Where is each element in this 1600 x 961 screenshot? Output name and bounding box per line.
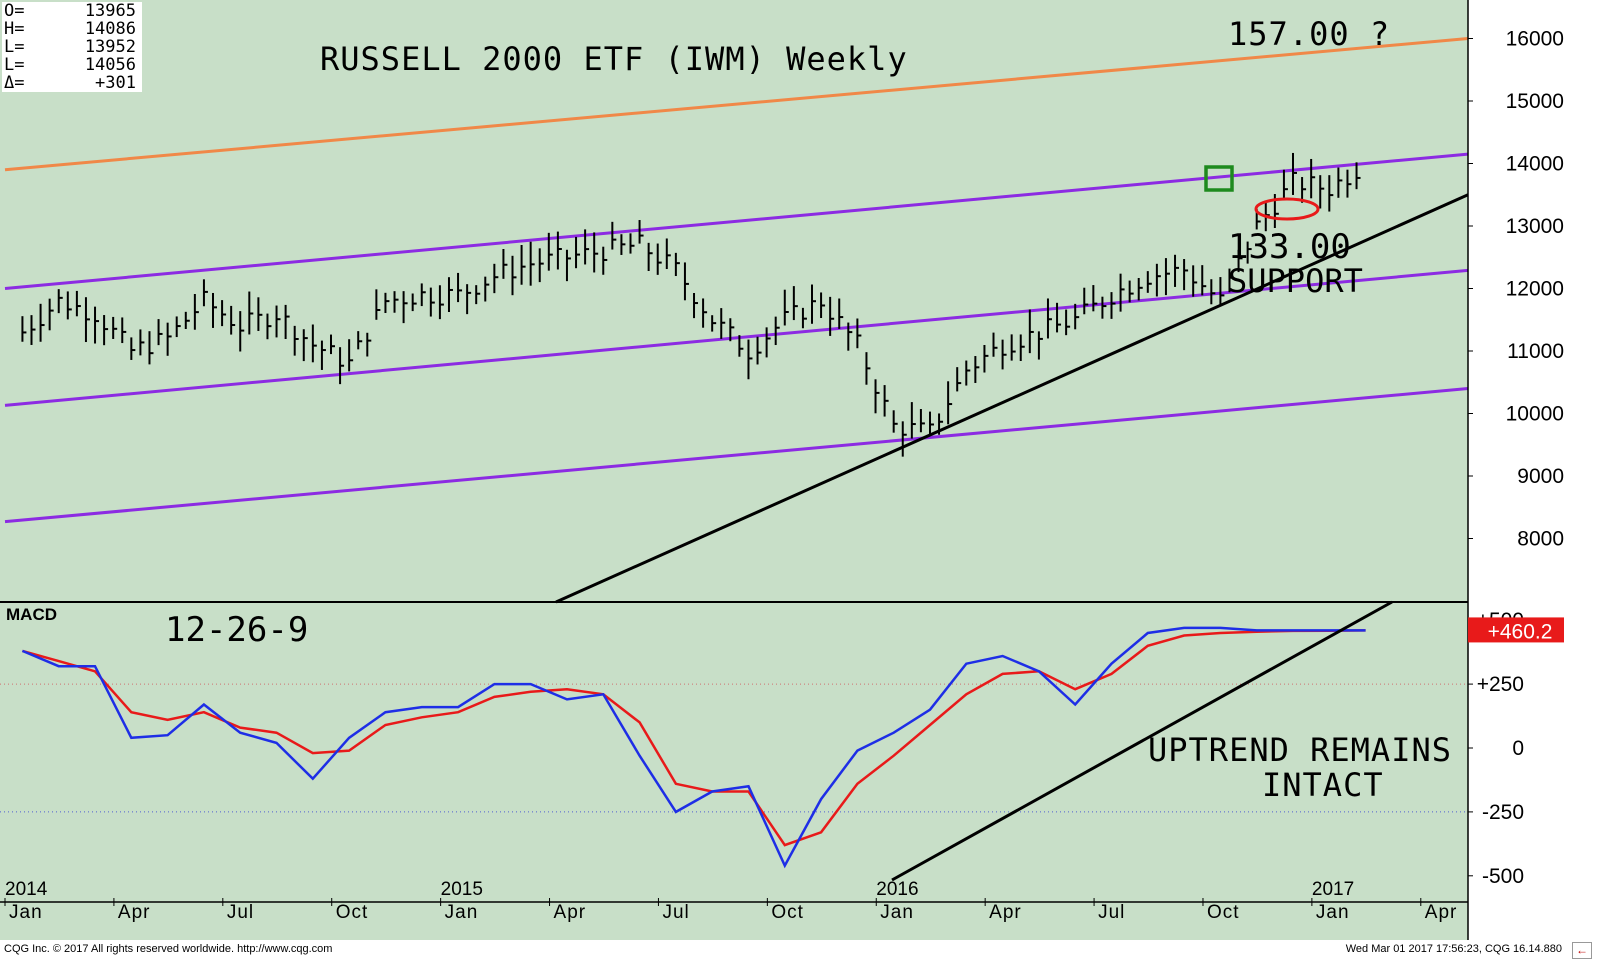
purple-channel-line [4, 387, 1469, 524]
macd-y-tick-label: -250 [1482, 801, 1524, 824]
axis-background [1468, 0, 1600, 940]
y-tick-label: 8000 [1517, 528, 1564, 551]
x-year-label: 2015 [441, 879, 483, 900]
x-month-label: Jul [227, 902, 254, 923]
y-tick-label: 14000 [1506, 153, 1564, 176]
x-month-label: Apr [118, 902, 151, 923]
x-month-label: Jan [880, 902, 914, 923]
macd-y-tick-label: +250 [1477, 673, 1524, 696]
x-month-label: Jul [1098, 902, 1125, 923]
target-annotation: 157.00 ? [1228, 15, 1390, 53]
ohlc-low: L= 13952 [4, 37, 136, 57]
macd-params-annotation: 12-26-9 [165, 610, 308, 650]
y-tick-label: 15000 [1506, 90, 1564, 113]
x-month-label: Oct [336, 902, 369, 923]
macd-signal-line [22, 629, 1366, 847]
x-month-label: Jan [1316, 902, 1350, 923]
footer-copyright: CQG Inc. © 2017 All rights reserved worl… [4, 943, 333, 955]
y-tick-label: 9000 [1517, 465, 1564, 488]
x-month-label: Jan [445, 902, 479, 923]
x-month-label: Apr [554, 902, 587, 923]
macd-value-badge [1468, 617, 1564, 643]
purple-channel-line [4, 152, 1469, 290]
x-year-label: 2016 [876, 879, 918, 900]
x-year-label: 2017 [1312, 879, 1354, 900]
y-tick-label: 13000 [1506, 215, 1564, 238]
macd-panel-label: MACD [6, 605, 57, 624]
macd-trendline [891, 600, 1393, 882]
arrow-left-icon[interactable]: ← [1572, 942, 1592, 959]
footer-timestamp: Wed Mar 01 2017 17:56:23, CQG 16.14.880 [1345, 943, 1562, 955]
uptrend-annotation-line2: INTACT [1262, 766, 1384, 804]
orange-channel-line [4, 37, 1469, 172]
macd-line [21, 626, 1366, 869]
uptrend-annotation-line1: UPTREND REMAINS [1148, 731, 1452, 769]
y-tick-label: 10000 [1506, 403, 1564, 426]
x-month-label: Oct [1207, 902, 1240, 923]
x-year-label: 2014 [5, 879, 48, 900]
x-month-label: Jul [662, 902, 689, 923]
support-label-annotation: SUPPORT [1228, 262, 1363, 300]
y-tick-label: 12000 [1506, 278, 1564, 301]
ohlc-change: Δ= +301 [4, 73, 136, 93]
x-month-label: Apr [1425, 902, 1458, 923]
y-tick-label: 16000 [1506, 28, 1564, 51]
ohlc-high: H= 14086 [4, 19, 136, 39]
support-marker-ellipse [1254, 197, 1320, 221]
ohlc-last: L= 14056 [4, 55, 136, 75]
chart-title: RUSSELL 2000 ETF (IWM) Weekly [320, 40, 908, 78]
breakout-marker-box [1204, 165, 1234, 192]
x-month-label: Jan [9, 902, 43, 923]
purple-channel-line [4, 268, 1469, 407]
footer: CQG Inc. © 2017 All rights reserved worl… [0, 940, 1600, 961]
ohlc-readout: O= 13965 H= 14086 L= 13952 L= 14056 Δ= +301 [2, 2, 142, 92]
x-month-label: Apr [989, 902, 1022, 923]
support-value-annotation: 133.00 [1228, 227, 1351, 267]
macd-value-label: +460.2 [1488, 620, 1553, 643]
chart: MACD 8000 9000 10000 11000 12000 13000 14000 15… [0, 0, 1600, 940]
plot-background [0, 0, 1468, 940]
macd-y-tick-label: -500 [1482, 865, 1524, 888]
y-tick-label: 11000 [1507, 340, 1564, 363]
x-month-label: Oct [771, 902, 804, 923]
ohlc-open: O= 13965 [4, 1, 136, 21]
price-trendline [555, 193, 1469, 604]
macd-y-tick-label: 0 [1512, 737, 1524, 760]
